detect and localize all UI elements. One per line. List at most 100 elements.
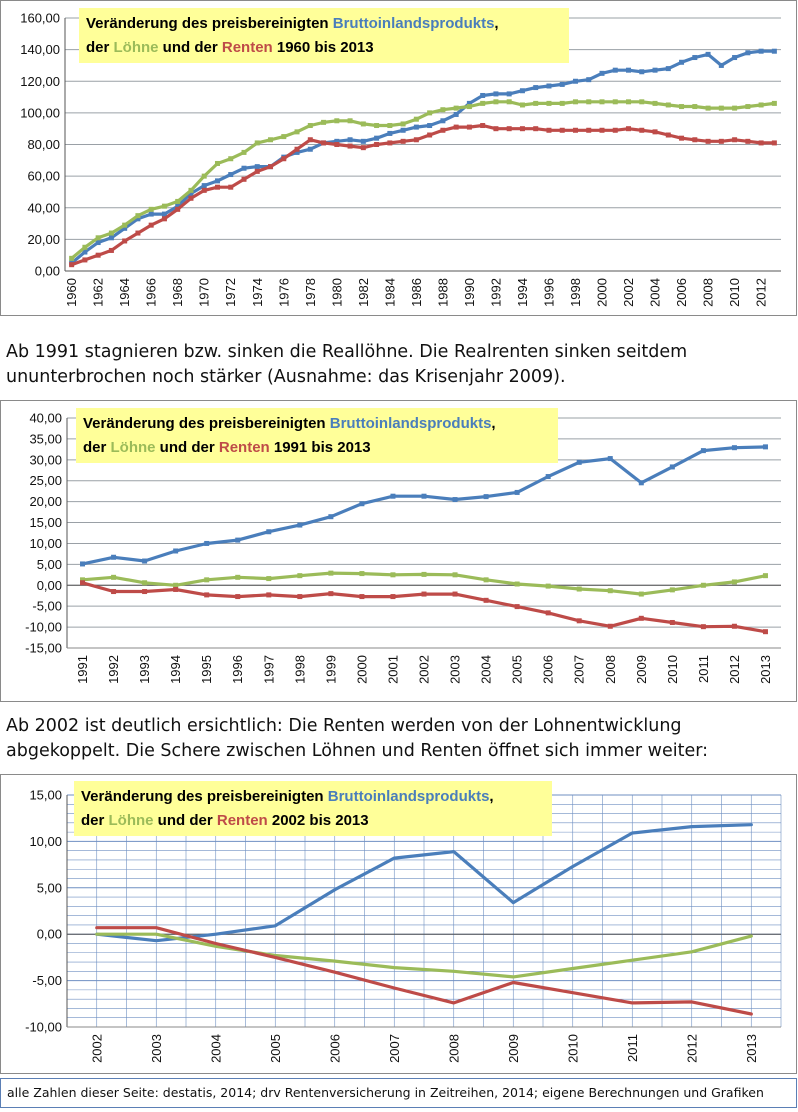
data-point [214, 184, 220, 190]
series-bip [95, 823, 753, 943]
data-point [453, 105, 459, 111]
data-point [333, 888, 336, 891]
chart-2-title-line-2: der Löhne und der Renten 1991 bis 2013 [83, 439, 371, 456]
title-text: , [491, 415, 495, 432]
data-point [452, 1001, 455, 1005]
data-point [453, 111, 459, 117]
x-tick-label: 1996 [230, 655, 245, 684]
data-point [599, 127, 605, 133]
data-point [135, 216, 141, 222]
x-tick-label: 1984 [382, 278, 397, 307]
chart-2-title-line-1: Veränderung des preisbereinigten Bruttoi… [83, 415, 496, 432]
data-point [235, 574, 241, 580]
data-point [359, 594, 365, 600]
series-loehne [80, 570, 768, 597]
data-point [254, 164, 260, 170]
chart-2-title-box [76, 408, 558, 463]
data-point [533, 100, 539, 106]
data-point [669, 587, 675, 593]
data-point [297, 522, 303, 528]
title-text: und der [154, 812, 217, 829]
data-point [452, 572, 458, 578]
data-point [692, 55, 698, 61]
data-point [572, 99, 578, 105]
data-point [80, 577, 86, 583]
chart-3-panel: -10,00 -5,00 0,00 5,00 10,00 15,00 2002 2003 200… [0, 774, 797, 1074]
data-point [758, 102, 764, 108]
data-point [201, 173, 207, 179]
data-point [493, 91, 499, 97]
data-point [466, 100, 472, 106]
x-tick-label: 2010 [727, 278, 742, 307]
y-tick-label: 5,00 [37, 557, 62, 572]
data-point [235, 594, 241, 600]
data-point [731, 445, 737, 451]
data-point [512, 981, 515, 984]
data-point [718, 138, 724, 144]
data-point [679, 104, 685, 110]
data-point [421, 493, 427, 499]
data-point [731, 623, 737, 629]
data-point [483, 577, 489, 583]
title-keyword-loehne: Löhne [114, 39, 159, 56]
title-text: der [81, 812, 109, 829]
data-point [204, 540, 210, 546]
data-point [111, 574, 117, 580]
data-point [122, 225, 128, 231]
data-point [387, 130, 393, 136]
data-point [506, 99, 512, 105]
paragraph-1: Ab 1991 stagnieren bzw. sinken die Reall… [6, 340, 796, 390]
x-tick-label: 1995 [199, 655, 214, 684]
data-point [480, 123, 486, 129]
x-tick-label: 1986 [409, 278, 424, 307]
data-point [480, 92, 486, 98]
data-point [607, 456, 613, 462]
paragraph-2-line-1: Ab 2002 ist deutlich ersichtlich: Die Re… [6, 716, 682, 736]
title-keyword-bip: Bruttoinlandsprodukts [328, 788, 490, 805]
y-tick-label: 0,00 [35, 264, 60, 279]
data-point [762, 573, 768, 579]
data-point [576, 586, 582, 592]
data-point [493, 126, 499, 132]
data-point [122, 222, 128, 228]
data-point [241, 165, 247, 171]
data-point [387, 140, 393, 146]
x-tick-label: 1996 [541, 278, 556, 307]
data-point [297, 573, 303, 579]
data-point [745, 104, 751, 110]
data-point [732, 137, 738, 143]
data-point [452, 970, 455, 973]
x-tick-label: 2007 [387, 1034, 402, 1063]
x-tick-label: 1990 [462, 278, 477, 307]
x-tick-label: 2006 [541, 655, 556, 684]
data-point [95, 252, 101, 258]
x-tick-label: 2010 [665, 655, 680, 684]
series-bip-line [69, 49, 777, 265]
data-point [413, 137, 419, 143]
data-point [148, 211, 154, 217]
data-point [254, 140, 260, 146]
data-point [82, 249, 88, 255]
x-tick-label: 2004 [479, 655, 494, 684]
data-point [374, 135, 380, 141]
title-text: , [494, 15, 498, 32]
data-point [328, 514, 334, 520]
y-tick-label: 160,00 [20, 11, 60, 26]
data-point [700, 582, 706, 588]
data-point [188, 195, 194, 201]
data-point [142, 589, 148, 595]
data-point [700, 624, 706, 630]
data-point [360, 145, 366, 151]
data-point [214, 942, 217, 945]
data-point [148, 222, 154, 228]
y-tick-label: 0,00 [37, 578, 62, 593]
data-point [214, 933, 217, 936]
x-tick-label: 2011 [696, 655, 711, 683]
data-point [639, 99, 645, 105]
y-tick-label: 5,00 [37, 880, 62, 895]
data-point [390, 572, 396, 578]
chart-1-title-line-1: Veränderung des preisbereinigten Bruttoi… [86, 15, 499, 32]
title-keyword-bip: Bruttoinlandsprodukts [330, 415, 492, 432]
data-point [692, 137, 698, 143]
data-point [750, 823, 753, 826]
